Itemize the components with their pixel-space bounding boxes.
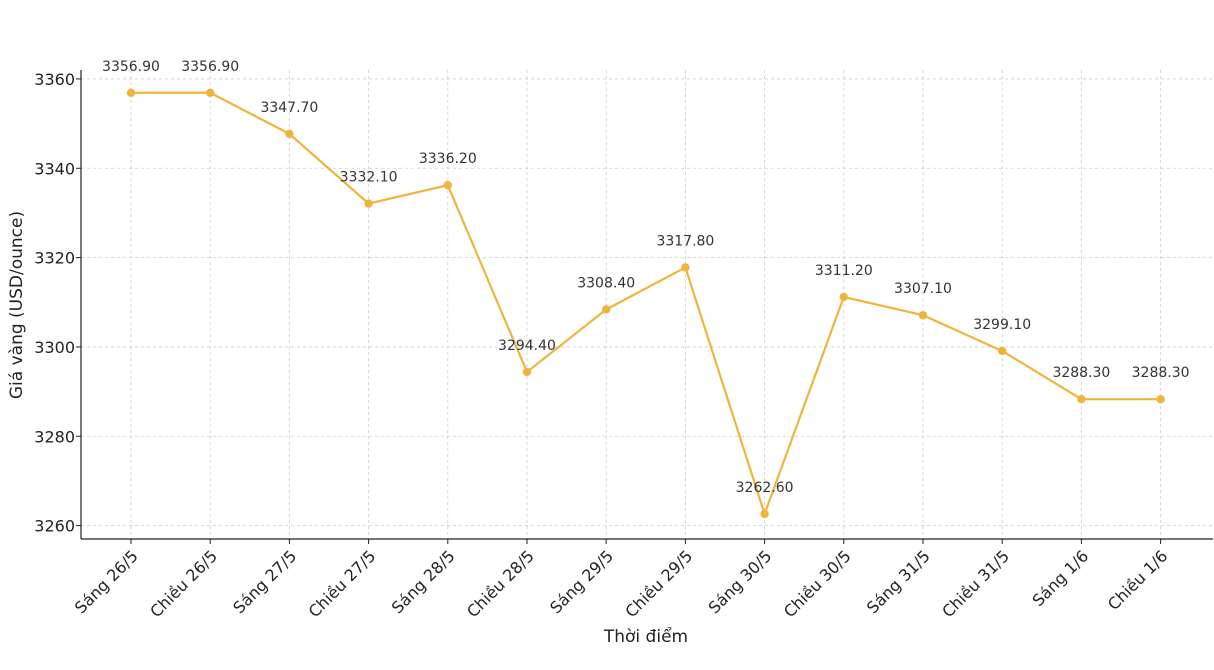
- data-label: 3308.40: [577, 275, 635, 291]
- data-label: 3317.80: [656, 233, 714, 249]
- x-tick-label: Sáng 31/5: [863, 546, 934, 617]
- data-point: [206, 88, 215, 97]
- data-label: 3294.40: [498, 338, 556, 354]
- y-axis-title: Giá vàng (USD/ounce): [7, 211, 27, 399]
- data-point: [443, 181, 452, 190]
- x-tick-label: Sáng 29/5: [546, 546, 617, 617]
- x-tick-label: Sáng 1/6: [1029, 546, 1093, 610]
- x-ticks: Sáng 26/5 Chiều 26/5 Sáng 27/5 Chiều 27/5 Sá…: [71, 539, 1172, 621]
- data-point: [839, 292, 848, 302]
- x-tick-label: Chiều 31/5: [938, 546, 1013, 621]
- x-tick-label: Chiều 27/5: [305, 546, 380, 621]
- data-point: [760, 509, 769, 519]
- y-ticks: 3260 3280 3300 3320 3340 3360: [34, 70, 81, 536]
- series-line: [131, 91, 1161, 516]
- x-tick-label: Chiều 28/5: [463, 546, 538, 621]
- y-tick-label: 3320: [34, 249, 75, 268]
- x-tick-label: Sáng 26/5: [71, 546, 142, 617]
- data-label: 3356.90: [181, 59, 239, 75]
- y-tick-label: 3260: [34, 517, 75, 536]
- data-point: [918, 311, 928, 320]
- series-gold-price: [126, 88, 1165, 519]
- data-label: 3332.10: [340, 170, 398, 186]
- y-tick-label: 3280: [34, 427, 75, 446]
- data-label: 3288.30: [1132, 365, 1190, 381]
- x-tick-label: Sáng 28/5: [388, 546, 459, 617]
- y-tick-label: 3340: [34, 159, 75, 178]
- data-label: 3311.20: [815, 263, 873, 279]
- x-tick-label: Sáng 30/5: [705, 546, 776, 617]
- grid: [81, 70, 1213, 539]
- data-label: 3307.10: [894, 281, 952, 297]
- data-label: 3336.20: [419, 151, 477, 167]
- data-point: [998, 346, 1007, 356]
- data-label: 3288.30: [1052, 365, 1110, 381]
- x-tick-label: Sáng 27/5: [229, 546, 300, 617]
- data-labels: 3356.90 3356.90 3347.70 3332.10 3336.20 3294.…: [102, 59, 1190, 496]
- data-point: [1077, 394, 1086, 404]
- data-point: [602, 305, 611, 314]
- x-tick-label: Chiều 26/5: [146, 546, 221, 621]
- data-label: 3356.90: [102, 59, 160, 75]
- data-point: [522, 367, 532, 377]
- y-tick-label: 3300: [34, 338, 75, 357]
- x-tick-label: Chiều 29/5: [621, 546, 696, 621]
- data-label: 3347.70: [260, 100, 318, 116]
- data-point: [681, 263, 690, 272]
- y-tick-label: 3360: [34, 70, 75, 89]
- data-label: 3299.10: [973, 317, 1031, 333]
- x-tick-label: Chiều 1/6: [1104, 546, 1172, 614]
- data-point: [285, 129, 294, 139]
- axes: [80, 70, 1213, 540]
- data-point: [126, 88, 136, 97]
- data-point: [1156, 394, 1165, 404]
- data-label: 3262.60: [736, 480, 794, 496]
- x-tick-label: Chiều 30/5: [780, 546, 855, 621]
- data-point: [364, 199, 373, 208]
- x-axis-title: Thời điểm: [603, 626, 688, 647]
